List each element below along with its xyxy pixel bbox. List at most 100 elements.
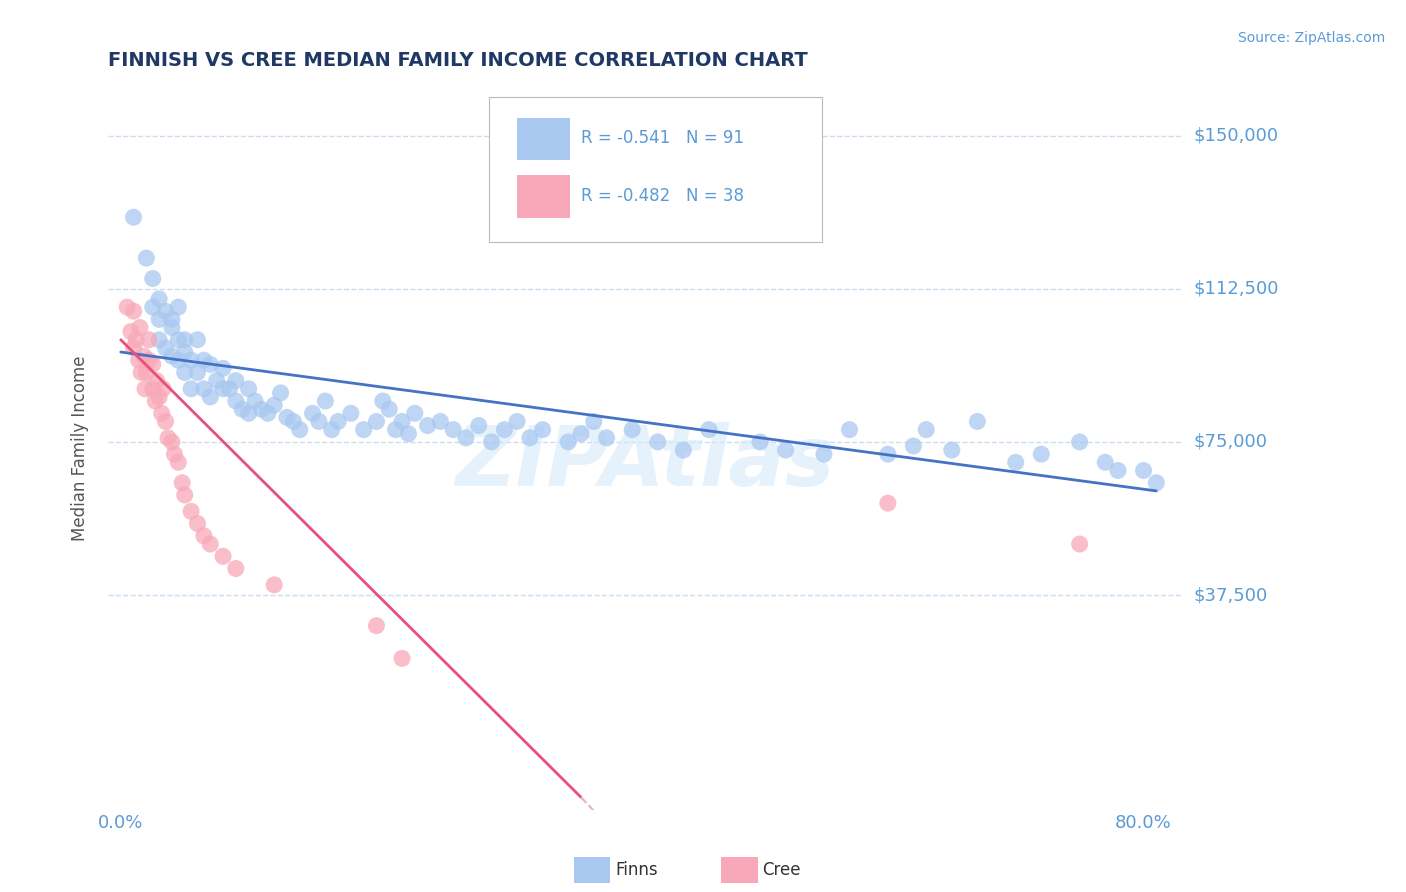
Text: $75,000: $75,000	[1194, 433, 1267, 450]
Point	[142, 271, 165, 285]
Point	[173, 333, 195, 347]
Point	[142, 382, 165, 396]
Point	[813, 447, 835, 461]
Point	[218, 382, 240, 396]
Point	[143, 394, 166, 409]
Point	[225, 374, 247, 388]
Point	[697, 423, 720, 437]
Point	[366, 618, 388, 632]
Point	[404, 406, 426, 420]
Point	[301, 406, 323, 420]
Point	[288, 423, 311, 437]
Point	[225, 561, 247, 575]
Point	[775, 443, 797, 458]
Point	[340, 406, 363, 420]
Point	[263, 578, 285, 592]
Point	[160, 312, 183, 326]
Point	[326, 415, 349, 429]
Point	[200, 357, 222, 371]
Point	[1069, 537, 1091, 551]
Point	[186, 333, 208, 347]
Point	[142, 357, 165, 371]
Point	[138, 333, 160, 347]
Point	[148, 292, 170, 306]
Point	[672, 443, 695, 458]
Point	[122, 341, 145, 355]
Point	[238, 406, 260, 420]
FancyBboxPatch shape	[489, 97, 823, 242]
Point	[129, 366, 152, 380]
Point	[416, 418, 439, 433]
Point	[160, 320, 183, 334]
Point	[193, 382, 215, 396]
Point	[647, 434, 669, 449]
Point	[160, 434, 183, 449]
Point	[371, 394, 394, 409]
Point	[915, 423, 938, 437]
FancyBboxPatch shape	[517, 118, 569, 161]
Point	[129, 320, 152, 334]
Point	[903, 439, 925, 453]
Point	[595, 431, 617, 445]
Point	[876, 496, 898, 510]
Point	[1069, 434, 1091, 449]
Text: $150,000: $150,000	[1194, 127, 1278, 145]
Point	[378, 402, 401, 417]
Point	[1031, 447, 1053, 461]
Text: Source: ZipAtlas.com: Source: ZipAtlas.com	[1237, 31, 1385, 45]
Point	[941, 443, 963, 458]
Point	[148, 312, 170, 326]
Point	[180, 353, 202, 368]
Text: FINNISH VS CREE MEDIAN FAMILY INCOME CORRELATION CHART: FINNISH VS CREE MEDIAN FAMILY INCOME COR…	[108, 51, 807, 70]
Point	[519, 431, 541, 445]
Point	[263, 398, 285, 412]
Point	[243, 394, 266, 409]
Point	[125, 333, 148, 347]
Point	[238, 382, 260, 396]
Text: Finns: Finns	[616, 861, 658, 880]
Point	[186, 366, 208, 380]
Point	[396, 426, 419, 441]
Point	[314, 394, 336, 409]
Point	[173, 488, 195, 502]
Point	[429, 415, 451, 429]
Point	[148, 390, 170, 404]
Point	[569, 426, 592, 441]
Point	[128, 353, 150, 368]
Point	[838, 423, 860, 437]
Point	[115, 300, 138, 314]
Point	[621, 423, 644, 437]
Point	[138, 353, 160, 368]
Point	[468, 418, 491, 433]
Point	[152, 382, 174, 396]
Point	[167, 333, 190, 347]
Point	[120, 325, 142, 339]
Point	[172, 475, 194, 490]
Point	[225, 394, 247, 409]
Point	[1094, 455, 1116, 469]
Text: R = -0.541   N = 91: R = -0.541 N = 91	[581, 128, 744, 147]
Point	[134, 382, 156, 396]
Point	[481, 434, 503, 449]
Point	[193, 529, 215, 543]
Point	[145, 374, 167, 388]
Text: Cree: Cree	[762, 861, 800, 880]
Point	[308, 415, 330, 429]
Point	[1132, 463, 1154, 477]
Point	[270, 385, 292, 400]
Point	[155, 415, 177, 429]
Point	[391, 415, 413, 429]
Point	[1144, 475, 1167, 490]
Text: R = -0.482   N = 38: R = -0.482 N = 38	[581, 187, 744, 205]
Point	[135, 251, 157, 265]
Point	[231, 402, 253, 417]
Point	[582, 415, 605, 429]
Point	[148, 333, 170, 347]
Point	[212, 382, 235, 396]
Point	[283, 415, 305, 429]
Point	[276, 410, 298, 425]
Point	[167, 455, 190, 469]
Point	[749, 434, 772, 449]
Point	[353, 423, 375, 437]
Point	[186, 516, 208, 531]
